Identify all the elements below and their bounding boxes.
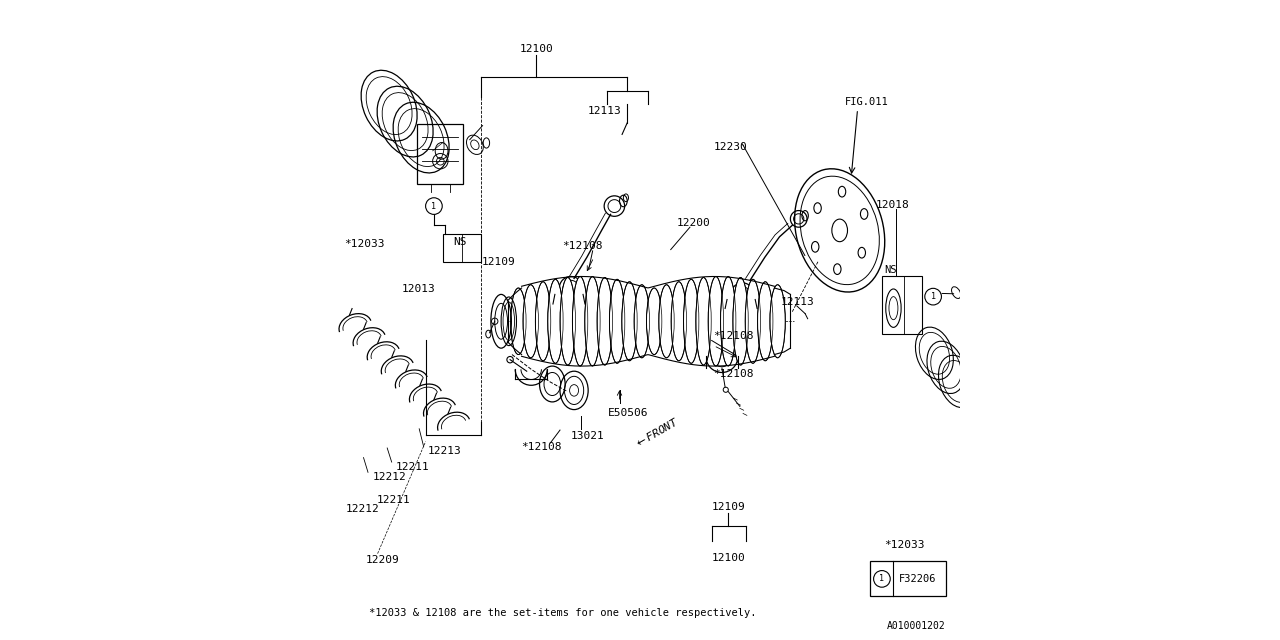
Text: 1: 1 (931, 292, 936, 301)
Text: 1: 1 (431, 202, 436, 211)
Text: 1: 1 (879, 574, 884, 584)
Text: 12200: 12200 (677, 218, 710, 228)
Text: 12100: 12100 (520, 44, 553, 54)
Bar (870, 561, 946, 596)
Text: 12212: 12212 (346, 504, 379, 514)
Text: 12212: 12212 (372, 472, 406, 482)
Bar (443, 234, 481, 262)
Ellipse shape (511, 288, 526, 355)
Text: A010001202: A010001202 (887, 621, 946, 631)
Text: 12213: 12213 (428, 446, 461, 456)
Text: *12108: *12108 (522, 442, 562, 452)
Ellipse shape (696, 278, 712, 365)
Ellipse shape (646, 288, 662, 355)
Ellipse shape (721, 276, 736, 366)
Ellipse shape (758, 282, 773, 361)
Text: NS: NS (884, 265, 896, 275)
Text: 12230: 12230 (714, 142, 748, 152)
Bar (882, 276, 922, 334)
Text: 12018: 12018 (876, 200, 909, 210)
Text: 12209: 12209 (366, 555, 399, 565)
Ellipse shape (634, 285, 649, 358)
Ellipse shape (585, 276, 600, 366)
Ellipse shape (535, 282, 550, 361)
Text: 12109: 12109 (483, 257, 516, 268)
Text: 13021: 13021 (571, 431, 604, 442)
Ellipse shape (524, 285, 539, 358)
Circle shape (425, 198, 443, 214)
Text: *12108: *12108 (714, 369, 754, 380)
Text: E50506: E50506 (608, 408, 649, 418)
Circle shape (873, 571, 891, 588)
Bar (417, 124, 463, 184)
Ellipse shape (671, 282, 686, 361)
Text: *12108: *12108 (714, 331, 754, 341)
Text: FIG.011: FIG.011 (845, 97, 888, 108)
Ellipse shape (561, 278, 576, 365)
Text: 12013: 12013 (402, 284, 435, 294)
Text: 12211: 12211 (376, 495, 410, 506)
Ellipse shape (548, 279, 563, 364)
Text: 12113: 12113 (588, 106, 622, 116)
Text: *12033 & 12108 are the set-items for one vehicle respectively.: *12033 & 12108 are the set-items for one… (370, 608, 756, 618)
Text: F32206: F32206 (900, 574, 937, 584)
Ellipse shape (745, 279, 760, 364)
Ellipse shape (572, 276, 588, 366)
Ellipse shape (684, 279, 699, 364)
Text: $\leftarrow$FRONT: $\leftarrow$FRONT (632, 414, 681, 450)
Text: *12033: *12033 (344, 239, 385, 250)
Text: NS: NS (453, 237, 467, 247)
Ellipse shape (622, 282, 637, 361)
Text: 12109: 12109 (712, 502, 745, 512)
Text: *12033: *12033 (884, 540, 925, 550)
Ellipse shape (596, 278, 612, 365)
Circle shape (924, 289, 942, 305)
Text: 12113: 12113 (781, 297, 814, 307)
Text: 12100: 12100 (712, 553, 745, 563)
Ellipse shape (609, 279, 625, 364)
Ellipse shape (733, 278, 749, 365)
Ellipse shape (659, 285, 675, 358)
Text: 12211: 12211 (396, 462, 429, 472)
Ellipse shape (771, 285, 785, 358)
Ellipse shape (708, 276, 723, 366)
Text: *12108: *12108 (562, 241, 603, 252)
